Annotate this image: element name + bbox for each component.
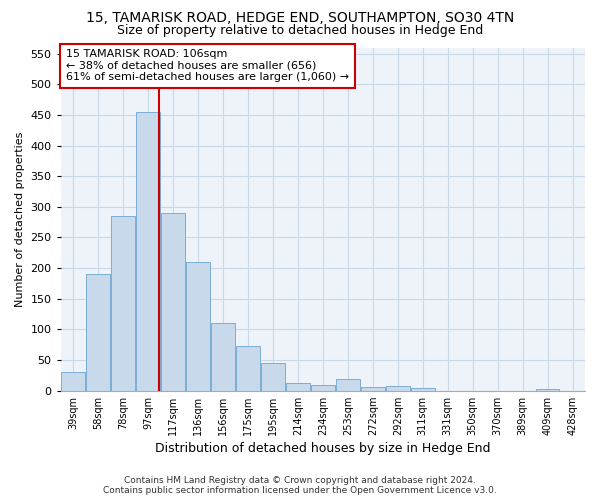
Bar: [411, 388, 434, 390]
Bar: [61, 372, 85, 390]
X-axis label: Distribution of detached houses by size in Hedge End: Distribution of detached houses by size …: [155, 442, 491, 455]
Y-axis label: Number of detached properties: Number of detached properties: [15, 132, 25, 307]
Bar: [286, 384, 310, 390]
Text: 15, TAMARISK ROAD, HEDGE END, SOUTHAMPTON, SO30 4TN: 15, TAMARISK ROAD, HEDGE END, SOUTHAMPTO…: [86, 11, 514, 25]
Text: 15 TAMARISK ROAD: 106sqm
← 38% of detached houses are smaller (656)
61% of semi-: 15 TAMARISK ROAD: 106sqm ← 38% of detach…: [66, 49, 349, 82]
Bar: [261, 362, 285, 390]
Bar: [311, 384, 335, 390]
Bar: [161, 213, 185, 390]
Text: Contains HM Land Registry data © Crown copyright and database right 2024.
Contai: Contains HM Land Registry data © Crown c…: [103, 476, 497, 495]
Bar: [361, 387, 385, 390]
Bar: [211, 324, 235, 390]
Bar: [86, 274, 110, 390]
Bar: [186, 262, 210, 390]
Text: Size of property relative to detached houses in Hedge End: Size of property relative to detached ho…: [117, 24, 483, 37]
Bar: [336, 379, 359, 390]
Bar: [236, 346, 260, 391]
Bar: [136, 112, 160, 390]
Bar: [386, 386, 410, 390]
Bar: [111, 216, 135, 390]
